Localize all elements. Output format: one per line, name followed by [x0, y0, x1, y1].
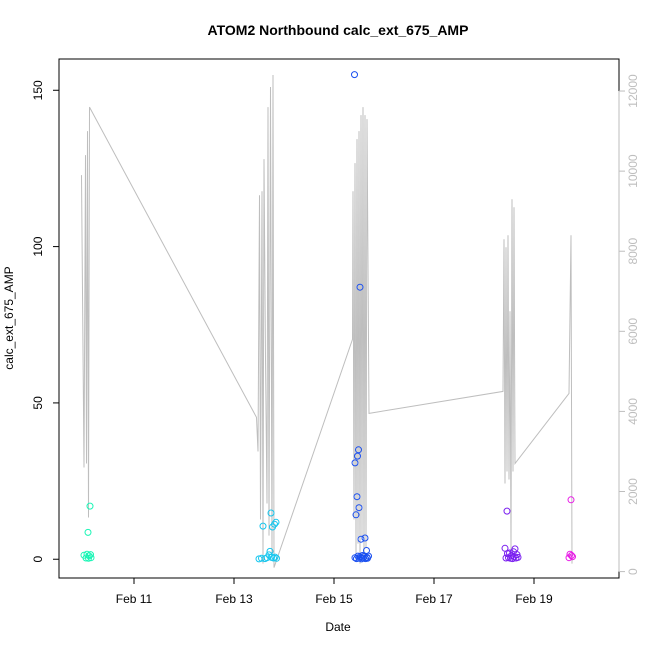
right-tick-label: 12000 — [626, 74, 640, 108]
secondary-series-line — [81, 74, 573, 568]
data-point — [351, 71, 358, 79]
data-point — [271, 520, 278, 528]
right-tick-label: 6000 — [626, 318, 640, 345]
data-point — [259, 522, 267, 530]
plot-frame — [58, 58, 620, 579]
data-point — [273, 554, 280, 562]
data-point — [355, 446, 362, 454]
x-tick-label: Feb 11 — [116, 592, 153, 606]
data-point — [569, 553, 576, 561]
data-point — [502, 554, 510, 562]
data-point — [267, 509, 275, 517]
y-tick-label: 0 — [31, 556, 45, 563]
right-tick-label: 2000 — [626, 478, 640, 505]
data-point — [352, 511, 360, 519]
data-point — [503, 507, 511, 515]
right-tick-label: 0 — [626, 568, 640, 575]
data-point — [365, 552, 372, 560]
data-point — [87, 551, 94, 559]
right-tick-label: 10000 — [626, 154, 640, 188]
data-point — [357, 535, 365, 543]
x-tick-label: Feb 19 — [515, 592, 553, 606]
data-point — [361, 534, 369, 542]
right-y-axis: 0 2000 4000 6000 8000 10000 12000 — [618, 74, 640, 575]
data-point — [353, 493, 361, 501]
data-point — [85, 552, 93, 560]
y-tick-label: 50 — [31, 396, 45, 410]
data-point — [86, 502, 94, 510]
points-layer — [80, 71, 576, 563]
data-point — [514, 553, 522, 561]
secondary-line-layer — [81, 74, 573, 568]
data-point — [83, 550, 91, 558]
data-point — [567, 496, 575, 504]
x-tick-label: Feb 15 — [315, 592, 353, 606]
data-point — [356, 283, 364, 291]
right-tick-label: 4000 — [626, 398, 640, 425]
data-point — [351, 459, 359, 467]
data-point — [270, 554, 277, 562]
left-y-axis: 0 50 100 150 — [31, 80, 60, 563]
data-point — [272, 518, 280, 526]
data-point — [84, 528, 92, 536]
right-tick-label: 8000 — [626, 238, 640, 265]
y-tick-label: 150 — [31, 80, 45, 100]
x-tick-label: Feb 13 — [215, 592, 253, 606]
y-tick-label: 100 — [31, 236, 45, 256]
data-point — [271, 553, 279, 561]
data-point — [355, 504, 363, 512]
chart-title: ATOM2 Northbound calc_ext_675_AMP — [208, 22, 469, 38]
x-axis: Feb 11 Feb 13 Feb 15 Feb 17 Feb 19 — [116, 577, 553, 606]
data-point — [568, 552, 575, 559]
data-point — [87, 554, 95, 562]
y-axis-label: calc_ext_675_AMP — [2, 266, 16, 369]
x-axis-label: Date — [325, 620, 351, 634]
x-tick-label: Feb 17 — [415, 592, 453, 606]
